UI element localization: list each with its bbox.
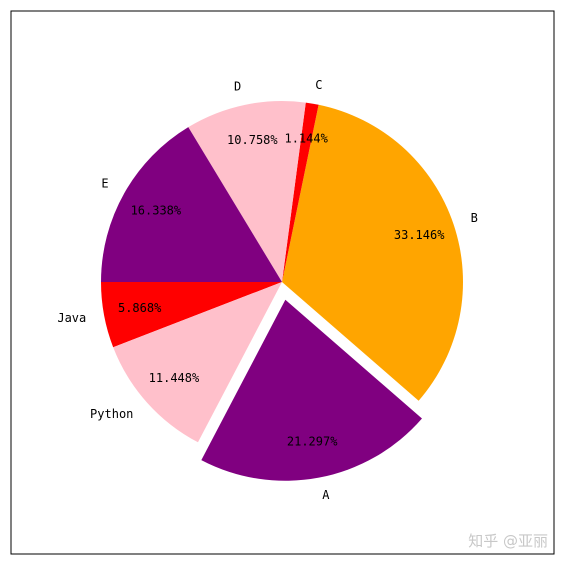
slice-percent-c: 1.144% <box>284 132 328 146</box>
pie-slices <box>101 101 464 481</box>
slice-percent-e: 16.338% <box>131 203 182 217</box>
slice-label-java: Java <box>57 311 86 325</box>
slice-percent-b: 33.146% <box>394 228 445 242</box>
slice-percent-d: 10.758% <box>227 133 278 147</box>
pie-slice-java <box>101 282 282 348</box>
pie-slice-python <box>113 282 282 443</box>
watermark-text: 知乎 @亚丽 <box>468 532 548 550</box>
slice-label-python: Python <box>90 407 133 421</box>
slice-label-a: A <box>322 488 330 502</box>
pie-slice-e <box>101 127 282 282</box>
slice-percent-a: 21.297% <box>287 435 338 449</box>
pie-slice-b <box>282 104 464 401</box>
slice-label-d: D <box>234 80 241 94</box>
pie-slice-c <box>282 102 319 282</box>
slice-label-e: E <box>101 177 108 191</box>
slice-percent-java: 5.868% <box>118 301 162 315</box>
pie-labels: Java 5.868% Python 11.448% A 21.297% B 33.146% C… <box>57 78 477 502</box>
pie-slice-a <box>201 299 422 481</box>
pie-slice-d <box>188 101 306 282</box>
slice-percent-python: 11.448% <box>149 371 200 385</box>
slice-label-b: B <box>471 211 478 225</box>
slice-label-c: C <box>315 78 322 92</box>
plot-frame <box>10 10 555 555</box>
